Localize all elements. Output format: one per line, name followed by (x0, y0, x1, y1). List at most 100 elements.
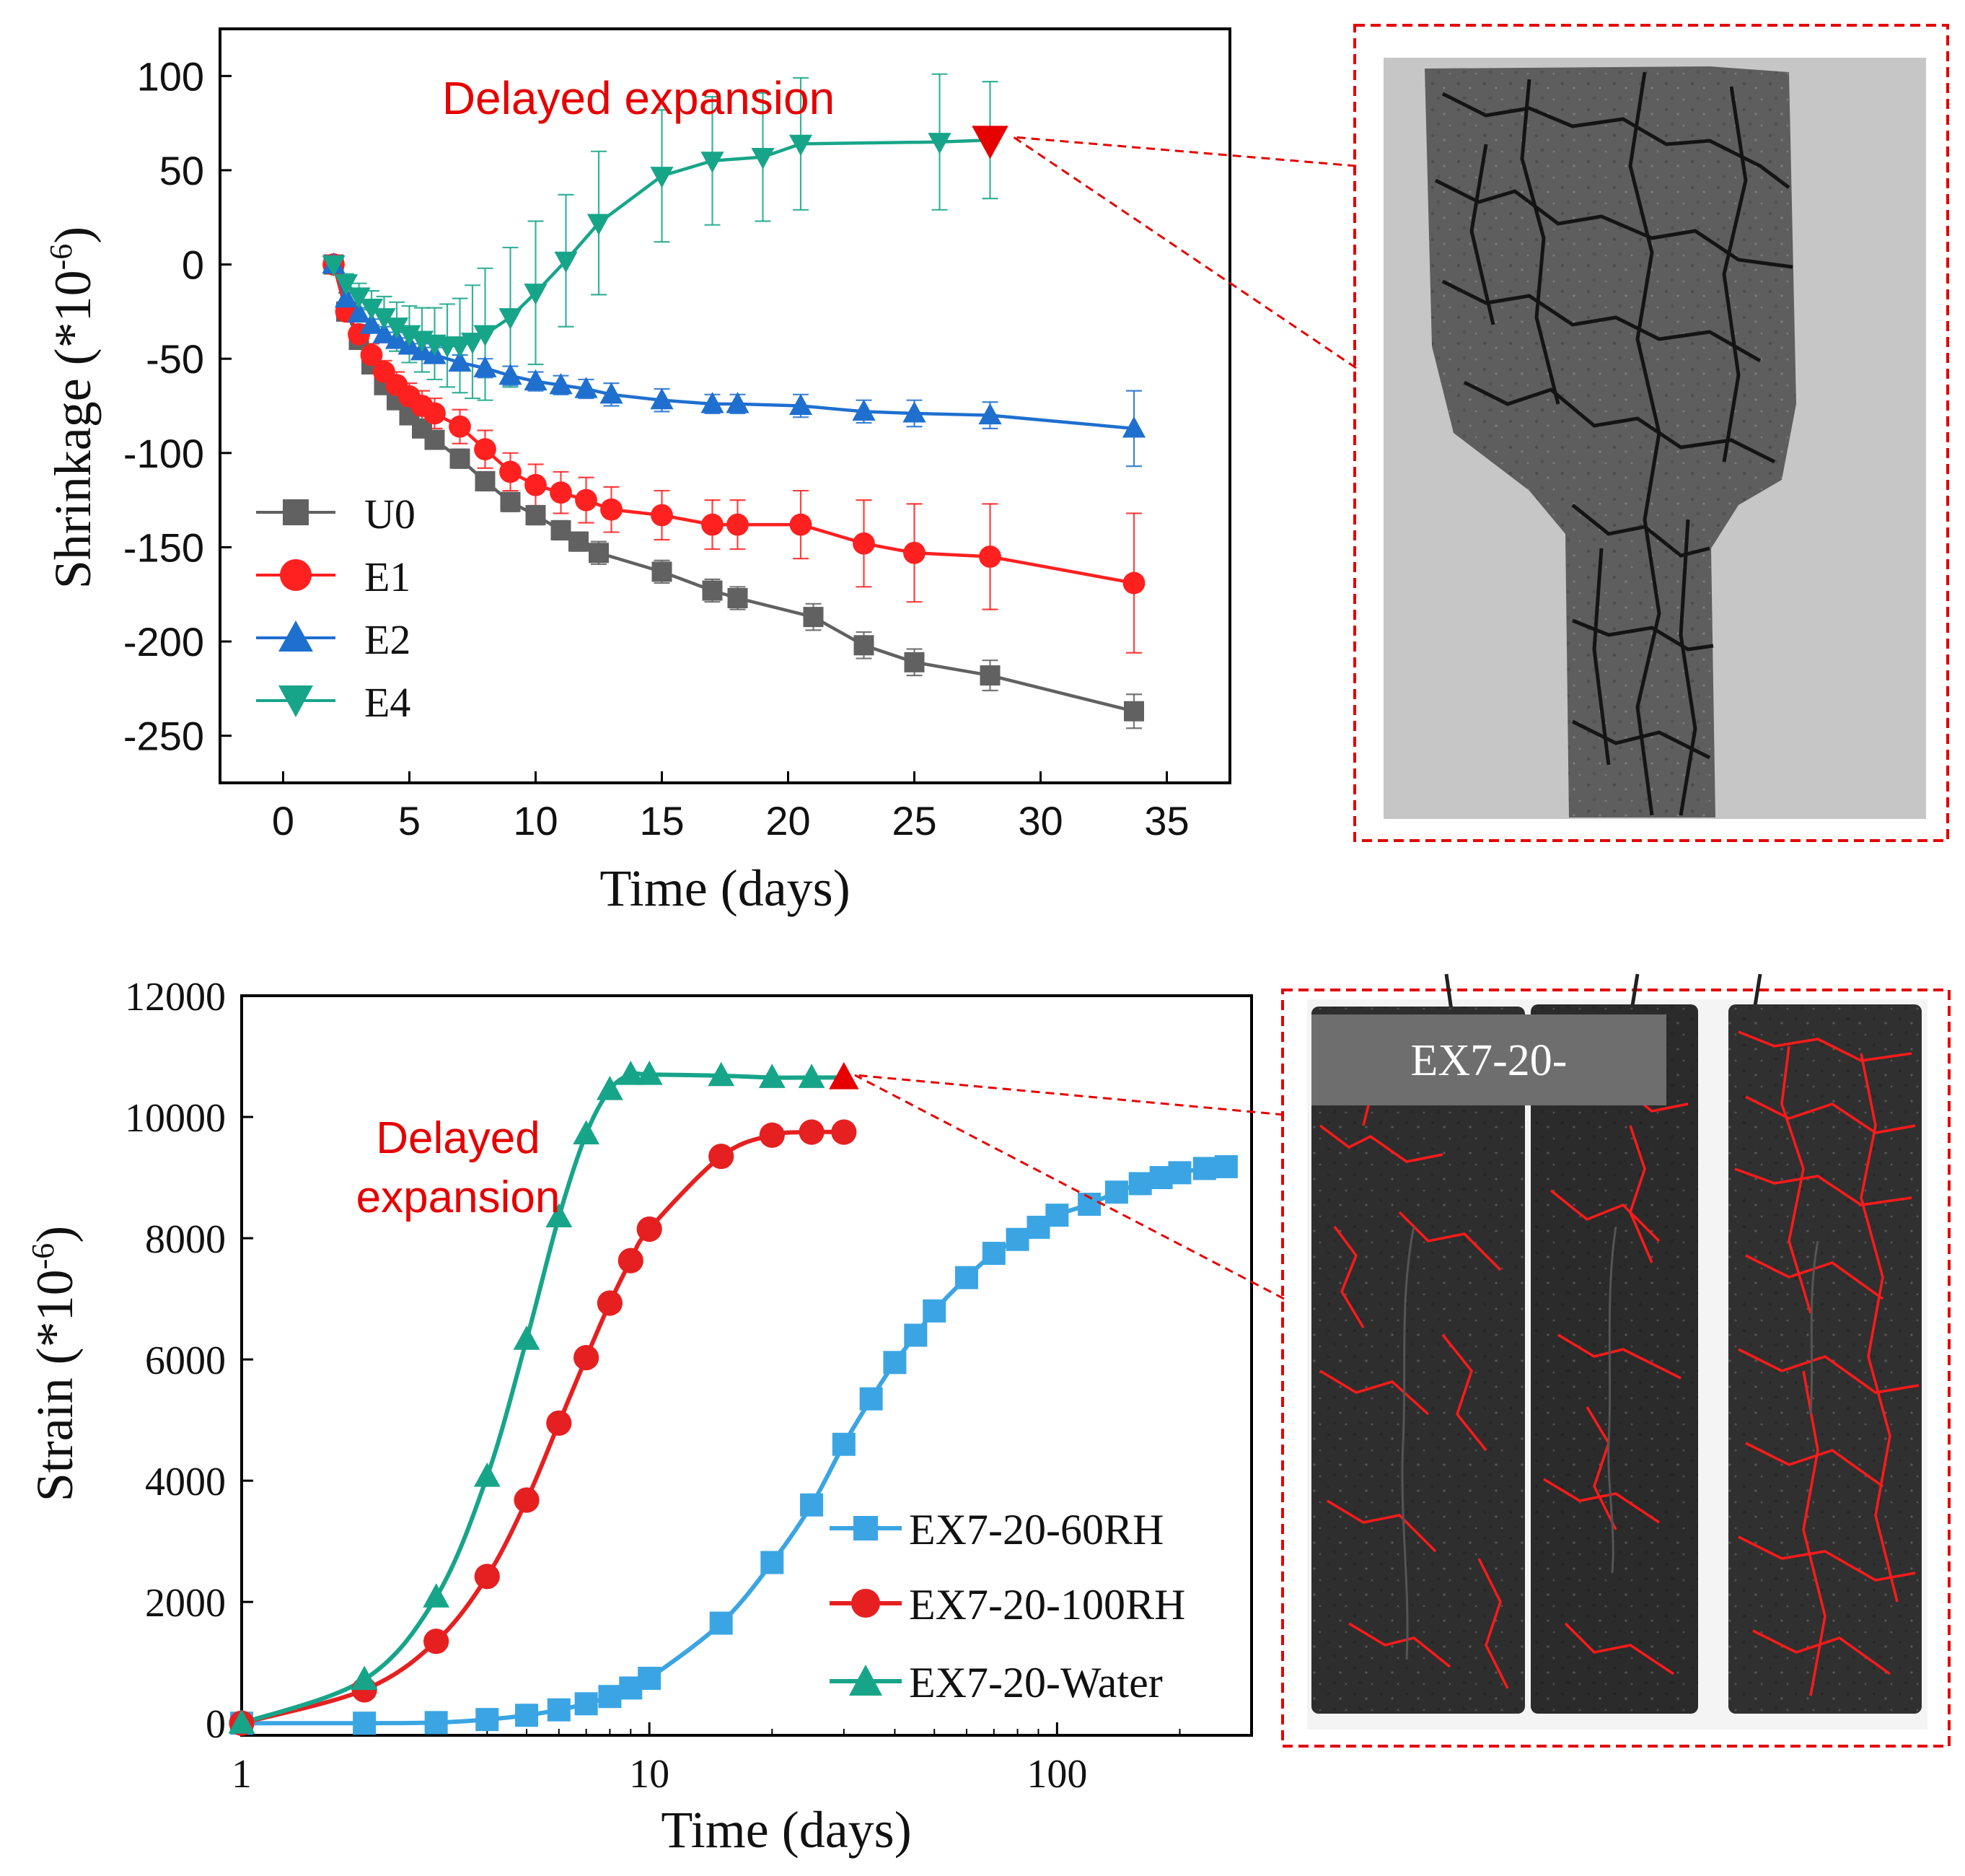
specimen-bar-2-texture (1531, 1004, 1698, 1714)
x-tick-label: 25 (892, 798, 936, 843)
photo-frame-dashed (1281, 989, 1951, 1748)
legend-marker-water (849, 1665, 882, 1696)
axis-ticks: 1 10 100 12000 10000 8000 6000 4000 2000 0 (125, 975, 1252, 1797)
data-point-ex7-20-60rh (709, 1611, 733, 1635)
legend: U0 E1 E2 E4 (256, 491, 416, 726)
data-point-e4 (460, 333, 485, 354)
y-axis-label: Shrinkage (*10-6) (43, 227, 102, 589)
data-point-ex7-20-water (351, 1665, 378, 1691)
data-point-e4 (928, 133, 951, 154)
data-point-e4 (554, 251, 578, 273)
strain-chart: 1 10 100 12000 10000 8000 6000 4000 2000 0 Delaye… (25, 975, 1253, 1859)
x-tick-label: 1 (232, 1752, 252, 1797)
data-point-e1 (499, 460, 522, 483)
y-tick-label: -200 (123, 619, 204, 665)
annotation-expansion: expansion (356, 1172, 561, 1222)
y-axis-label-text: Shrinkage (*10 (44, 270, 102, 589)
specimen-wires (1444, 973, 1762, 1011)
y-tick-label: -250 (123, 714, 204, 759)
data-point-ex7-20-60rh (982, 1242, 1006, 1266)
data-point-ex7-20-water (573, 1120, 600, 1144)
data-point-e1 (575, 488, 597, 512)
data-point-e2 (334, 286, 359, 308)
data-point-e2 (448, 350, 472, 372)
data-point-u0 (980, 665, 1001, 686)
data-point-e2 (788, 393, 813, 416)
data-point-e2 (574, 377, 598, 398)
data-point-e1 (789, 513, 812, 536)
data-point-ex7-20-60rh (1045, 1204, 1069, 1227)
data-point-e1 (701, 513, 724, 536)
photo-frame-dashed (1353, 24, 1949, 842)
legend-marker-e4 (278, 685, 313, 717)
specimen-bars-photo-panel: EX7-20- (854, 973, 1951, 1748)
data-point-e4 (372, 308, 396, 330)
data-point-u0 (1124, 701, 1144, 722)
data-point-ex7-20-60rh (859, 1387, 883, 1411)
y-tick-label: -50 (146, 336, 204, 382)
y-tick-label: 0 (206, 1702, 226, 1747)
label-plate (1311, 1014, 1666, 1105)
annotation-delayed: Delayed (376, 1113, 540, 1163)
data-point-ex7-20-100rh (708, 1144, 734, 1170)
data-point-u0 (500, 491, 521, 512)
data-point-ex7-20-100rh (831, 1119, 857, 1145)
data-point-ex7-20-60rh (954, 1266, 978, 1289)
data-point-e1 (1122, 571, 1146, 595)
x-axis-label: Time (days) (661, 1801, 911, 1859)
series-line-ex7-20-water (240, 1071, 844, 1726)
data-point-ex7-20-water (829, 1061, 859, 1090)
data-point-ex7-20-water (228, 1709, 255, 1734)
legend-label-e1: E1 (364, 553, 410, 600)
data-point-u0 (449, 448, 470, 469)
x-tick-label: 100 (1027, 1752, 1087, 1797)
y-tick-label: 6000 (145, 1338, 226, 1383)
data-point-e4 (334, 274, 359, 296)
data-point-ex7-20-60rh (1006, 1227, 1029, 1251)
data-point-e1 (979, 545, 1001, 568)
data-point-e2 (852, 399, 876, 421)
legend-label-e2: E2 (364, 616, 410, 663)
y-axis-label: Strain (*10-6) (25, 1226, 84, 1502)
data-point-e2 (650, 387, 674, 410)
data-point-u0 (853, 635, 874, 656)
data-point-e2 (549, 372, 573, 395)
callout-line-2 (854, 1074, 1285, 1300)
data-point-ex7-20-60rh (353, 1711, 377, 1735)
data-point-u0 (475, 471, 496, 491)
data-point-e4 (650, 167, 674, 188)
series-markers (322, 126, 1146, 722)
data-point-e2 (726, 392, 749, 413)
data-point-ex7-20-water (423, 1583, 450, 1608)
y-tick-label: 2000 (145, 1581, 226, 1626)
legend-label-water: EX7-20-Water (909, 1659, 1163, 1706)
data-point-ex7-20-60rh (800, 1493, 824, 1517)
data-point-ex7-20-60rh (547, 1698, 571, 1722)
data-point-ex7-20-60rh (1104, 1180, 1128, 1204)
legend-label-u0: U0 (364, 491, 416, 538)
y-tick-label: 0 (182, 242, 204, 288)
data-point-ex7-20-60rh (574, 1692, 598, 1716)
data-point-e2 (473, 356, 497, 377)
x-tick-label: 35 (1144, 798, 1189, 843)
data-point-ex7-20-100rh (423, 1629, 449, 1654)
data-point-e1 (423, 402, 446, 425)
data-point-e1 (474, 438, 496, 460)
data-point-ex7-20-water (798, 1064, 825, 1088)
legend-label-e4: E4 (364, 679, 410, 726)
data-point-u0 (651, 561, 672, 582)
data-point-e2 (359, 312, 384, 334)
data-point-e1 (651, 504, 673, 527)
x-tick-label: 10 (629, 1752, 669, 1797)
specimen-texture (1425, 66, 1796, 818)
data-point-ex7-20-100rh (759, 1122, 785, 1148)
data-point-ex7-20-60rh (424, 1711, 448, 1735)
data-point-e4 (972, 126, 1008, 159)
y-tick-label: 8000 (145, 1217, 226, 1262)
data-point-ex7-20-100rh (617, 1248, 643, 1274)
data-point-e4 (524, 284, 548, 305)
data-point-e1 (853, 532, 875, 555)
specimen-bar-1-texture (1311, 1007, 1525, 1714)
data-point-ex7-20-water (708, 1061, 735, 1087)
